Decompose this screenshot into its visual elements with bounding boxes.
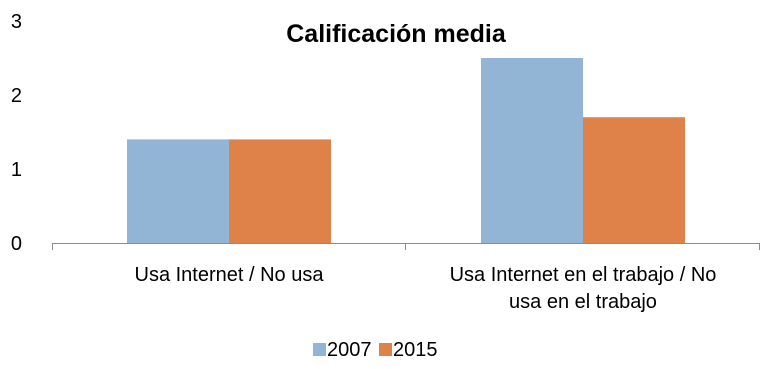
y-axis: 0 1 2 3	[11, 11, 22, 255]
bar-2007-cat-0	[127, 139, 229, 243]
x-category-label: usa en el trabajo	[509, 291, 657, 313]
legend: 2007 2015	[313, 339, 438, 361]
x-category-label: Usa Internet / No usa	[135, 264, 325, 286]
y-tick-label: 2	[11, 85, 22, 107]
legend-swatch-2015	[379, 343, 392, 356]
legend-label: 2015	[393, 339, 438, 361]
y-tick-label: 3	[11, 11, 22, 33]
x-category-label: Usa Internet en el trabajo / No	[450, 264, 717, 286]
bars	[52, 58, 760, 250]
bar-2015-cat-1	[583, 117, 685, 243]
y-tick-label: 1	[11, 159, 22, 181]
chart-title: Calificación media	[286, 20, 507, 48]
legend-swatch-2007	[313, 343, 326, 356]
bar-2007-cat-1	[481, 58, 583, 243]
legend-label: 2007	[327, 339, 372, 361]
bar-2015-cat-0	[229, 139, 331, 243]
x-axis-labels: Usa Internet / No usa Usa Internet en el …	[135, 264, 717, 313]
y-tick-label: 0	[11, 233, 22, 255]
